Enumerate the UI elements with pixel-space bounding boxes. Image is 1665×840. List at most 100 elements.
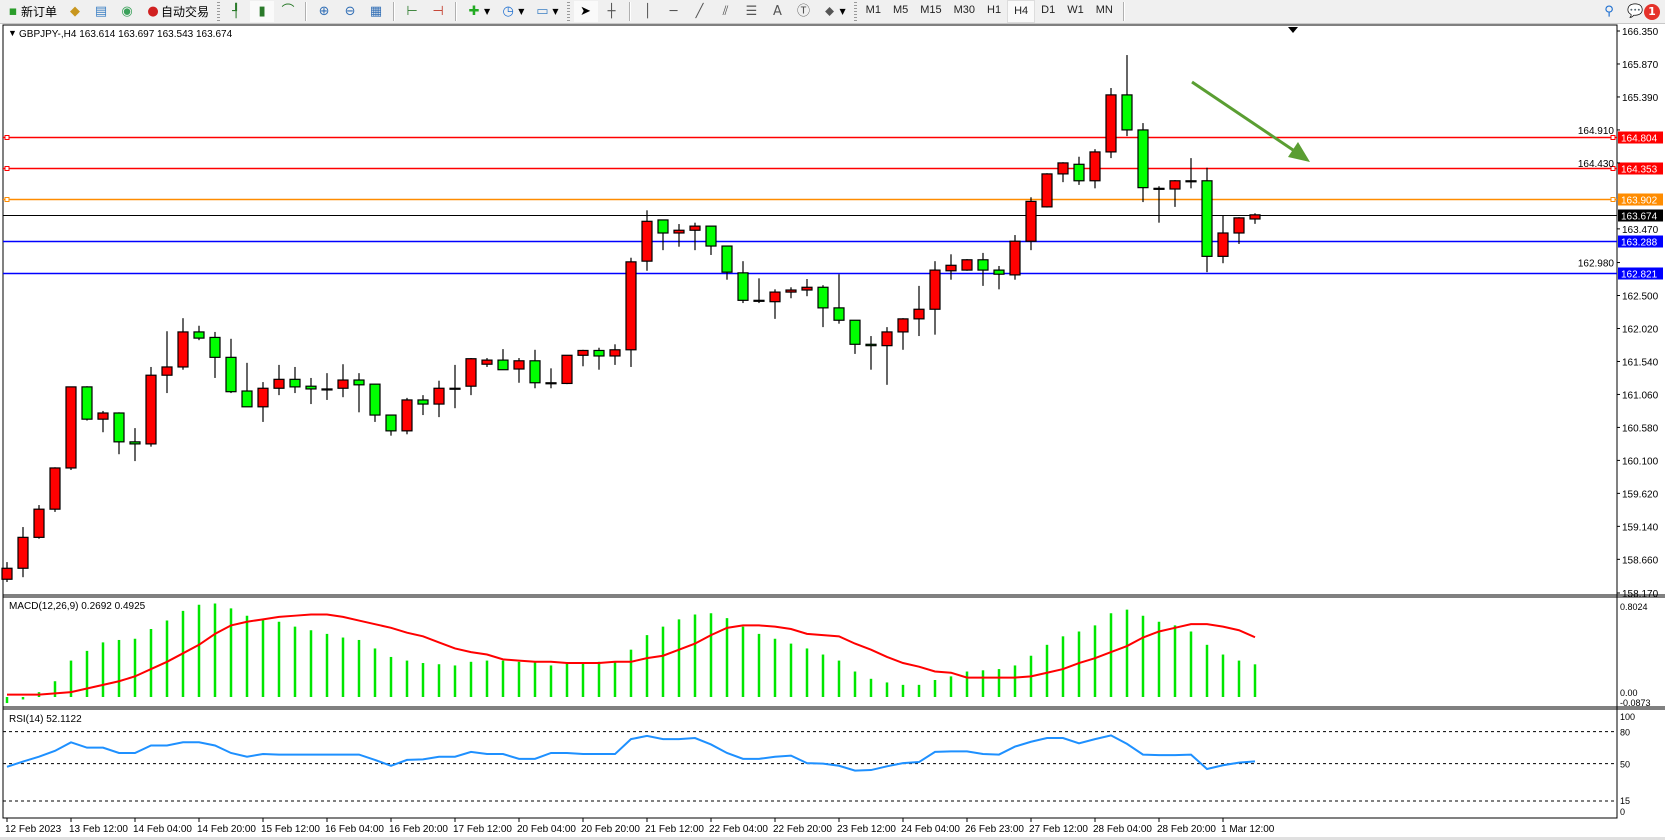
candle xyxy=(529,349,541,389)
candle xyxy=(849,319,861,354)
timeframe-m30[interactable]: M30 xyxy=(953,4,976,16)
candle-body xyxy=(545,382,557,385)
candle-body xyxy=(97,412,109,420)
candle xyxy=(209,331,221,378)
search-icon: ⚲ xyxy=(1604,3,1614,19)
candle xyxy=(929,261,941,335)
timeframe-m5[interactable]: M5 xyxy=(892,4,909,16)
auto-trading-button[interactable]: ● 自动交易 xyxy=(141,1,213,22)
signals-button[interactable]: ◉ xyxy=(115,1,139,22)
candle-body xyxy=(465,358,477,387)
candle xyxy=(545,368,557,389)
candle xyxy=(673,224,685,247)
timeframe-w1[interactable]: W1 xyxy=(1067,4,1084,16)
line-chart-button[interactable]: ⌒ xyxy=(276,1,300,22)
timeframe-mn[interactable]: MN xyxy=(1095,4,1113,16)
candle xyxy=(1233,217,1245,244)
notification-button[interactable]: 💬 1 xyxy=(1623,1,1664,22)
equidistant-channel-button[interactable]: ⫽ xyxy=(714,1,738,22)
time-axis-label: 1 Mar 12:00 xyxy=(1221,824,1275,835)
timeframe-m15[interactable]: M15 xyxy=(920,4,942,16)
time-axis-label: 14 Feb 04:00 xyxy=(133,824,192,835)
price-axis-label: 159.140 xyxy=(1622,522,1659,533)
crosshair-button[interactable]: ┼ xyxy=(600,1,624,22)
arrows-icon: ⬥ xyxy=(824,3,835,19)
price-axis-label: 160.100 xyxy=(1622,456,1659,467)
candle-body xyxy=(385,414,397,432)
candle-body xyxy=(1233,217,1245,234)
autoscroll-button[interactable]: ⊣ xyxy=(426,1,450,22)
price-axis-label: 160.580 xyxy=(1622,423,1659,434)
candle xyxy=(1041,173,1053,208)
market-watch-button[interactable]: ◆ xyxy=(63,1,87,22)
candle xyxy=(65,386,77,471)
bar-chart-button[interactable]: ┦ xyxy=(224,1,248,22)
time-axis-label: 15 Feb 12:00 xyxy=(261,824,320,835)
candle xyxy=(737,261,749,304)
toolbar-grip[interactable] xyxy=(566,2,570,21)
candle xyxy=(1121,55,1133,137)
candle-body xyxy=(1057,162,1069,175)
trend-arrow-head xyxy=(1288,142,1310,162)
search-button[interactable]: ⚲ xyxy=(1597,1,1621,22)
horizontal-line-button[interactable]: ─ xyxy=(662,1,686,22)
separator xyxy=(455,2,458,21)
candle xyxy=(97,410,109,433)
candle xyxy=(785,287,797,299)
candle-body xyxy=(305,385,317,390)
text-label-button[interactable]: Ⓣ xyxy=(792,1,816,22)
cursor-button[interactable]: ➤ xyxy=(573,1,598,22)
candle-body xyxy=(1217,232,1229,257)
candle-body xyxy=(241,390,253,408)
line-handle xyxy=(4,166,10,171)
toolbar-grip[interactable] xyxy=(853,2,857,21)
candle-body xyxy=(337,379,349,389)
candle xyxy=(657,219,669,251)
candle xyxy=(1025,197,1037,251)
candle-body xyxy=(1,567,13,580)
notification-icon: 💬 xyxy=(1627,3,1644,19)
candle-body xyxy=(1137,129,1149,189)
candle-body xyxy=(1025,200,1037,242)
current-price-line-label-bg xyxy=(1618,209,1663,222)
fibonacci-button[interactable]: ☰ xyxy=(740,1,764,22)
tile-windows-button[interactable]: ▦ xyxy=(364,1,388,22)
data-window-icon: ▤ xyxy=(94,3,108,19)
collapse-triangle-icon[interactable]: ▼ xyxy=(8,28,17,38)
candle xyxy=(641,210,653,271)
candlestick-button[interactable]: ▮ xyxy=(250,1,275,22)
timeframe-h4[interactable]: H4 xyxy=(1007,0,1036,23)
zoom-out-button[interactable]: ⊖ xyxy=(338,1,362,22)
arrows-button[interactable]: ⬥ ▼ xyxy=(818,1,850,22)
chart-shift-button[interactable]: ⊢ xyxy=(400,1,424,22)
text-button[interactable]: A xyxy=(766,1,790,22)
zoom-in-button[interactable]: ⊕ xyxy=(312,1,336,22)
candle xyxy=(625,257,637,367)
candle-body xyxy=(1009,240,1021,276)
indicators-button[interactable]: ✚ ▼ xyxy=(462,1,494,22)
timeframe-h1[interactable]: H1 xyxy=(987,4,1002,16)
new-order-button[interactable]: ▪ 新订单 xyxy=(1,1,61,22)
candle-body xyxy=(257,387,269,408)
horizontal-level-line-label: 163.902 xyxy=(1621,196,1658,207)
candle xyxy=(1169,180,1181,207)
timeframe-d1[interactable]: D1 xyxy=(1041,4,1056,16)
candle-body xyxy=(929,269,941,310)
templates-button[interactable]: ▭ ▼ xyxy=(530,1,562,22)
candle xyxy=(1185,158,1197,189)
candle-body xyxy=(609,349,621,357)
zoom-in-icon: ⊕ xyxy=(318,3,330,19)
toolbar-grip[interactable] xyxy=(217,2,221,21)
periods-button[interactable]: ◷ ▼ xyxy=(496,1,528,22)
bar-chart-icon: ┦ xyxy=(232,3,240,19)
price-axis-label: 158.660 xyxy=(1622,555,1659,566)
candle xyxy=(401,397,413,435)
candle xyxy=(241,362,253,408)
separator xyxy=(393,2,396,21)
timeframe-m1[interactable]: M1 xyxy=(865,4,881,16)
vertical-line-button[interactable]: │ xyxy=(636,1,660,22)
trendline-button[interactable]: ╱ xyxy=(688,1,712,22)
horizontal-level-line-label-bg xyxy=(1618,131,1663,144)
data-window-button[interactable]: ▤ xyxy=(89,1,113,22)
